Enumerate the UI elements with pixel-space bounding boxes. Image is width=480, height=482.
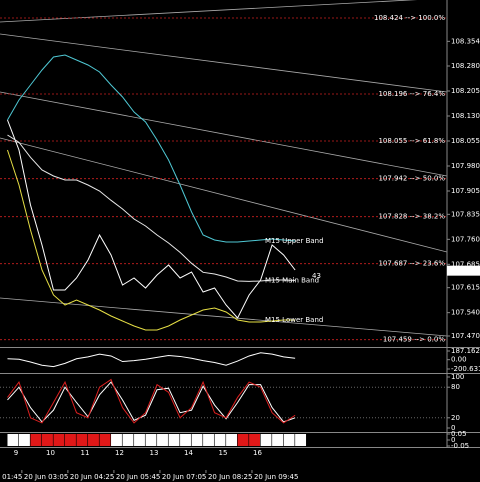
y-tick-label: 0.05	[451, 430, 467, 438]
period-label: 15	[219, 449, 228, 457]
period-label: 14	[184, 449, 193, 457]
y-tick-label: 108.055	[451, 137, 480, 145]
signal-bar	[53, 434, 65, 446]
signal-bar	[180, 434, 191, 446]
fib-label: 107.459 --> 0.0%	[383, 336, 445, 344]
period-label: 16	[253, 449, 262, 457]
fib-label: 108.196 --> 76.4%	[378, 90, 445, 98]
x-tick-label: 20 Jun 03:05	[24, 473, 68, 481]
y-tick-label: 107.470	[451, 332, 480, 340]
y-tick-label: 80	[451, 383, 460, 391]
y-tick-label: 107.980	[451, 162, 480, 170]
plot-area: 108.424 --> 100.0% 108.196 --> 76.4% 108.0…	[0, 14, 447, 481]
signal-bar	[30, 434, 42, 446]
fib-label: 108.424 --> 100.0%	[374, 14, 445, 22]
period-label: 12	[115, 449, 124, 457]
y-tick-label: 108.130	[451, 112, 480, 120]
series-line	[7, 352, 296, 368]
signal-bar	[99, 434, 111, 446]
series-line	[7, 149, 296, 331]
signal-bar	[295, 434, 307, 446]
y-tick-label: 107.835	[451, 210, 480, 218]
x-tick-label: 20 Jun 08:25	[208, 473, 252, 481]
x-tick-label: 20 Jun 04:25	[70, 473, 114, 481]
x-tick-label: 20 Jun 07:05	[162, 473, 206, 481]
signal-bar	[283, 434, 295, 446]
signal-bar	[65, 434, 76, 446]
x-tick-label: 20 Jun 09:45	[254, 473, 298, 481]
y-tick-label: 107.905	[451, 187, 480, 195]
y-tick-label: -0.05	[451, 442, 469, 450]
band-label: M15 Upper Band	[265, 237, 324, 245]
signal-bar	[145, 434, 157, 446]
y-tick-label: -200.6311	[451, 365, 480, 373]
trend-lines	[0, 0, 447, 337]
y-tick-label: 100	[451, 373, 464, 381]
fib-label: 108.055 --> 61.8%	[378, 137, 445, 145]
signal-bar	[214, 434, 226, 446]
y-tick-label: 108.205	[451, 87, 480, 95]
signal-bar	[88, 434, 99, 446]
y-tick-label: 108.280	[451, 62, 480, 70]
signal-bar	[122, 434, 134, 446]
signal-bar	[203, 434, 214, 446]
signal-bar	[134, 434, 145, 446]
annotation: 43	[312, 272, 321, 280]
trend-line	[0, 297, 447, 337]
x-tick-label: 20 Jun 01:45	[0, 473, 22, 481]
y-tick-label: 0.00	[451, 356, 467, 364]
signal-bar	[249, 434, 261, 446]
signal-bar	[226, 434, 237, 446]
period-label: 9	[14, 449, 18, 457]
signal-bar	[272, 434, 284, 446]
y-tick-label: 0	[451, 436, 455, 444]
y-tick-label: 187.1627	[451, 347, 480, 355]
y-tick-label: 107.685	[451, 260, 480, 268]
y-tick-label: 107.615	[451, 284, 480, 292]
signal-bar	[237, 434, 249, 446]
trend-line	[0, 137, 447, 253]
y-tick-label: 20	[451, 414, 460, 422]
signal-bar	[76, 434, 88, 446]
period-label: 13	[150, 449, 159, 457]
signal-bar	[111, 434, 122, 446]
y-tick-label: 0	[451, 424, 455, 432]
series-line	[7, 134, 296, 282]
fib-label: 107.942 --> 50.0%	[378, 175, 445, 183]
x-tick-label: 20 Jun 05:45	[116, 473, 160, 481]
y-tick-label: 107.760	[451, 235, 480, 243]
signal-bar	[41, 434, 53, 446]
fib-label: 107.828 --> 38.2%	[378, 213, 445, 221]
signal-bar	[18, 434, 30, 446]
band-label: M15 Main Band	[265, 276, 319, 284]
trend-line	[0, 91, 447, 177]
series-line	[7, 381, 296, 423]
band-label: M15 Lower Band	[265, 316, 323, 324]
signal-bar	[7, 434, 19, 446]
fib-label: 107.687 --> 23.6%	[378, 260, 445, 268]
signal-bar	[191, 434, 203, 446]
series-line	[7, 54, 296, 243]
trend-line	[0, 0, 418, 23]
signal-bar	[157, 434, 168, 446]
y-tick-label: 108.354	[451, 37, 480, 45]
period-label: 11	[81, 449, 90, 457]
series-line	[7, 378, 296, 424]
y-tick-label: 107.540	[451, 309, 480, 317]
last-price-label: 107.666	[449, 267, 478, 275]
signal-bar	[260, 434, 272, 446]
period-label: 10	[46, 449, 55, 457]
last-price-box	[447, 265, 480, 276]
trend-line	[0, 33, 447, 93]
signal-bar	[168, 434, 180, 446]
series-line	[7, 119, 296, 319]
